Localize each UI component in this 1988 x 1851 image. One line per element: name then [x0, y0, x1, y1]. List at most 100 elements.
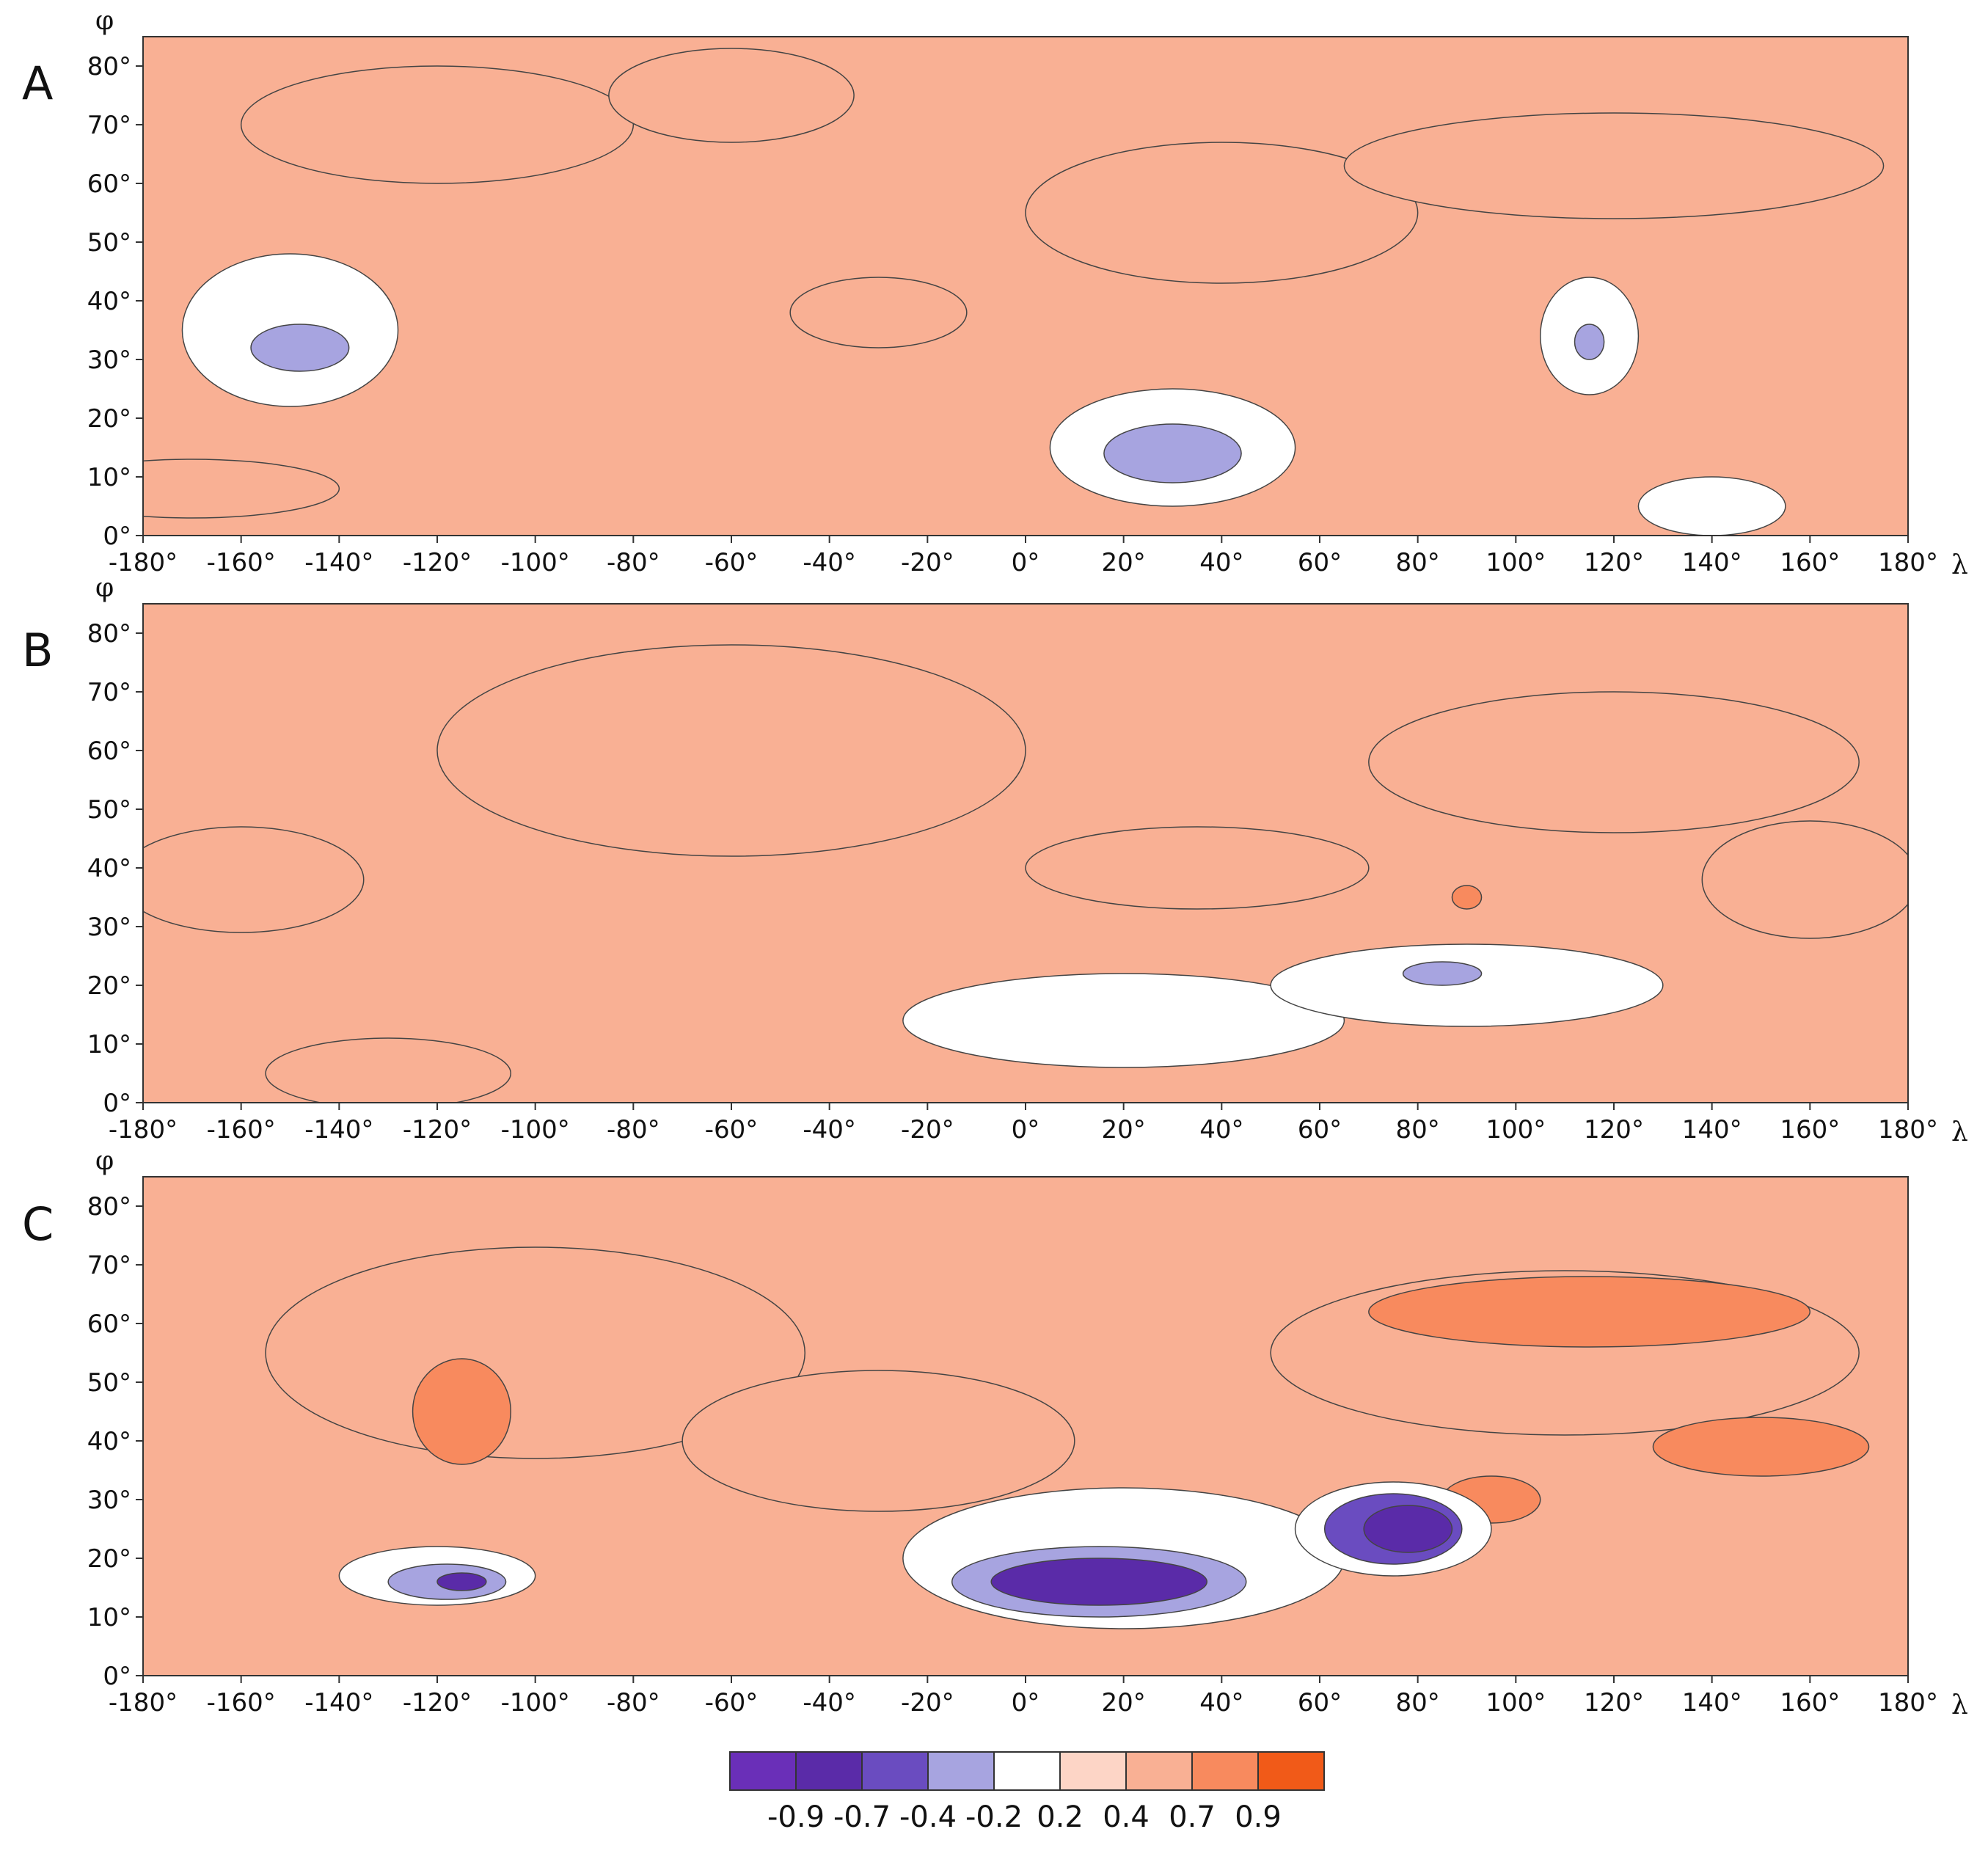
x-tick-label: -100° [501, 1688, 570, 1717]
y-tick-label: 70° [87, 111, 131, 140]
x-tick-label: -120° [403, 1688, 472, 1717]
panel-letter: A [22, 56, 53, 110]
x-tick-label: 80° [1396, 548, 1440, 577]
contour-region [143, 826, 365, 933]
y-tick-label: 10° [87, 463, 131, 492]
panel-letter: C [22, 1197, 54, 1251]
y-tick-label: 60° [87, 737, 131, 766]
x-tick-label: 180° [1878, 1115, 1938, 1144]
y-axis: 0° 10° 20° 30° 40° 50° 60° 70° 80° [87, 619, 143, 1118]
y-tick-label: 0° [103, 1662, 131, 1691]
x-tick-label: -180° [109, 548, 178, 577]
x-tick-label: 20° [1102, 548, 1146, 577]
contour-region [1368, 1276, 1811, 1348]
x-tick-label: -40° [803, 1115, 856, 1144]
x-tick-label: -80° [607, 1115, 660, 1144]
x-tick-label: 60° [1298, 548, 1342, 577]
y-tick-label: 10° [87, 1030, 131, 1059]
y-tick-label: 20° [87, 1544, 131, 1574]
contour-region [1637, 476, 1786, 536]
contour-region [1270, 943, 1664, 1027]
contour-region [1451, 885, 1483, 910]
legend-label: -0.4 [899, 1800, 957, 1834]
contour-region [1363, 1505, 1453, 1553]
x-tick-label: 180° [1878, 548, 1938, 577]
legend-label: 0.4 [1103, 1800, 1150, 1834]
y-tick-label: 80° [87, 619, 131, 649]
x-tick-label: 100° [1485, 548, 1546, 577]
x-tick-label: 140° [1682, 1688, 1742, 1717]
map-panel-c: C φ λ -180° -160° -140° -120° -100° -80° -60° -… [22, 1146, 1968, 1720]
x-tick-label: -40° [803, 548, 856, 577]
y-tick-label: 10° [87, 1603, 131, 1632]
contour-region [250, 324, 350, 372]
x-tick-label: 0° [1012, 548, 1040, 577]
x-tick-label: 120° [1584, 1688, 1644, 1717]
contour-region [436, 644, 1026, 857]
x-tick-label: 0° [1012, 1688, 1040, 1717]
x-tick-label: 140° [1682, 548, 1742, 577]
legend-swatch [1191, 1751, 1259, 1791]
x-tick-label: -20° [901, 1115, 954, 1144]
contour-region [240, 65, 635, 184]
legend-label: -0.9 [767, 1800, 825, 1834]
x-tick-label: 40° [1199, 1688, 1243, 1717]
contour-region [1402, 961, 1483, 986]
x-tick-label: 40° [1199, 1115, 1243, 1144]
x-axis: -180° -160° -140° -120° -100° -80° -60° -40° -20… [109, 1676, 1938, 1717]
y-tick-label: 60° [87, 169, 131, 199]
x-axis: -180° -160° -140° -120° -100° -80° -60° -40° -20… [109, 536, 1938, 577]
y-tick-label: 80° [87, 1192, 131, 1222]
contour-region [608, 48, 855, 143]
x-tick-label: -160° [207, 548, 276, 577]
contour-region [1368, 691, 1860, 833]
y-axis-symbol: φ [95, 6, 114, 36]
x-tick-label: -160° [207, 1115, 276, 1144]
y-tick-label: 40° [87, 854, 131, 883]
x-tick-label: 160° [1780, 1115, 1840, 1144]
x-axis: -180° -160° -140° -120° -100° -80° -60° -40° -20… [109, 1103, 1938, 1144]
x-tick-label: -120° [403, 548, 472, 577]
y-axis: 0° 10° 20° 30° 40° 50° 60° 70° 80° [87, 52, 143, 551]
x-tick-label: -100° [501, 548, 570, 577]
y-tick-label: 30° [87, 913, 131, 942]
map-panel-a: A φ λ -180° -160° -140° -120° -100° -80° -60° -… [22, 6, 1968, 580]
x-tick-label: -60° [705, 1688, 759, 1717]
legend-label: 0.9 [1235, 1800, 1282, 1834]
y-tick-label: 0° [103, 522, 131, 551]
legend-label: -0.2 [965, 1800, 1023, 1834]
y-tick-label: 50° [87, 795, 131, 825]
x-tick-label: -140° [304, 1688, 373, 1717]
x-tick-label: -140° [304, 1115, 373, 1144]
y-tick-label: 20° [87, 971, 131, 1001]
x-tick-label: -60° [705, 1115, 759, 1144]
legend-swatch [1059, 1751, 1127, 1791]
contour-region [681, 1370, 1075, 1512]
x-tick-label: -80° [607, 548, 660, 577]
x-tick-label: 160° [1780, 1688, 1840, 1717]
x-tick-label: 180° [1878, 1688, 1938, 1717]
x-axis-symbol: λ [1951, 550, 1968, 580]
legend-label: -0.7 [833, 1800, 891, 1834]
contour-region [1701, 820, 1908, 939]
x-tick-label: -80° [607, 1688, 660, 1717]
legend-label: 0.2 [1037, 1800, 1083, 1834]
x-tick-label: -100° [501, 1115, 570, 1144]
x-tick-label: -160° [207, 1688, 276, 1717]
x-tick-label: -60° [705, 548, 759, 577]
contour-region [1343, 112, 1885, 219]
legend-swatch [1125, 1751, 1193, 1791]
x-tick-label: 80° [1396, 1688, 1440, 1717]
legend-label: 0.7 [1169, 1800, 1216, 1834]
y-tick-label: 20° [87, 404, 131, 434]
y-axis: 0° 10° 20° 30° 40° 50° 60° 70° 80° [87, 1192, 143, 1691]
legend-swatch [1257, 1751, 1325, 1791]
x-tick-label: 60° [1298, 1688, 1342, 1717]
legend-swatch [927, 1751, 995, 1791]
contour-region [902, 973, 1345, 1068]
panel-letter: B [22, 624, 54, 677]
contour-region [990, 1558, 1208, 1606]
contour-region [1025, 826, 1370, 910]
contour-region [1574, 324, 1605, 360]
y-tick-label: 40° [87, 287, 131, 316]
